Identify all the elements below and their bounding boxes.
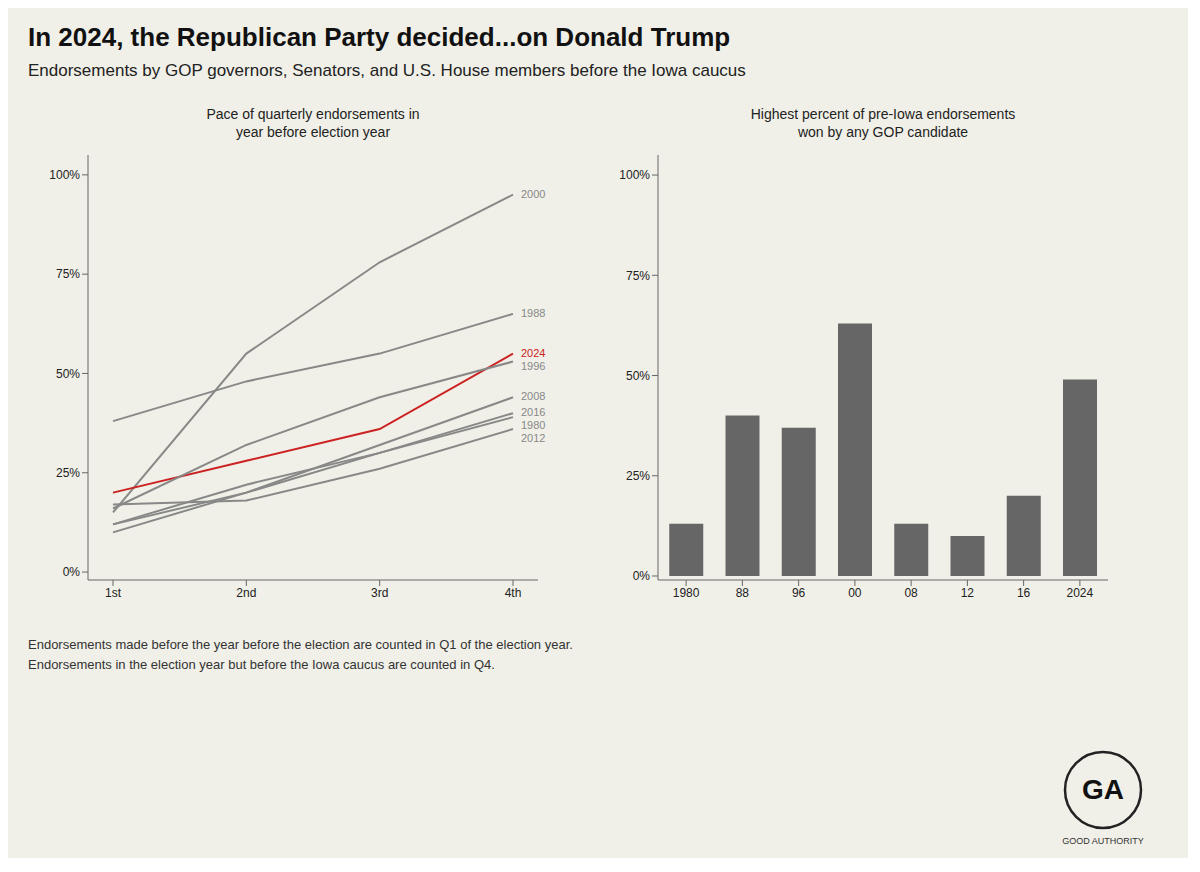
svg-text:96: 96 [792,586,806,600]
svg-text:2012: 2012 [521,432,545,444]
svg-text:1980: 1980 [521,419,545,431]
svg-text:2nd: 2nd [236,586,256,600]
svg-text:0%: 0% [63,565,81,579]
svg-text:2000: 2000 [521,188,545,200]
svg-text:2008: 2008 [521,390,545,402]
svg-text:1st: 1st [105,586,122,600]
svg-text:08: 08 [904,586,918,600]
svg-text:75%: 75% [56,267,80,281]
svg-text:75%: 75% [626,269,650,283]
svg-text:25%: 25% [626,469,650,483]
svg-text:100%: 100% [49,168,80,182]
svg-text:GOOD AUTHORITY: GOOD AUTHORITY [1062,836,1144,846]
html-text:Endorsements in the election y: Endorsements in the election year but be… [28,657,495,672]
svg-text:00: 00 [848,586,862,600]
svg-text:2016: 2016 [521,406,545,418]
svg-text:2024: 2024 [521,347,545,359]
svg-text:12: 12 [961,586,975,600]
svg-text:2024: 2024 [1067,586,1094,600]
svg-text:1996: 1996 [521,360,545,372]
svg-text:88: 88 [736,586,750,600]
svg-text:1988: 1988 [521,307,545,319]
svg-text:1980: 1980 [673,586,700,600]
svg-text:3rd: 3rd [371,586,388,600]
html-text:In 2024, the Republican Party: In 2024, the Republican Party decided...… [28,22,731,52]
svg-text:50%: 50% [56,367,80,381]
svg-text:4th: 4th [505,586,522,600]
svg-text:0%: 0% [633,569,651,583]
html-text:Highest percent of pre-Iowa en: Highest percent of pre-Iowa endorsements [750,106,1016,122]
html-text:year before election year: year before election year [236,124,390,140]
html-text:Endorsements made before the y: Endorsements made before the year before… [28,637,573,652]
svg-text:GA: GA [1082,774,1124,805]
svg-text:16: 16 [1017,586,1031,600]
svg-text:100%: 100% [619,168,650,182]
svg-text:50%: 50% [626,369,650,383]
html-text:Pace of quarterly endorsements: Pace of quarterly endorsements in [206,106,420,122]
html-text:Endorsements by GOP governors,: Endorsements by GOP governors, Senators,… [28,61,746,80]
svg-text:25%: 25% [56,466,80,480]
html-text:won by any GOP candidate: won by any GOP candidate [797,124,969,140]
